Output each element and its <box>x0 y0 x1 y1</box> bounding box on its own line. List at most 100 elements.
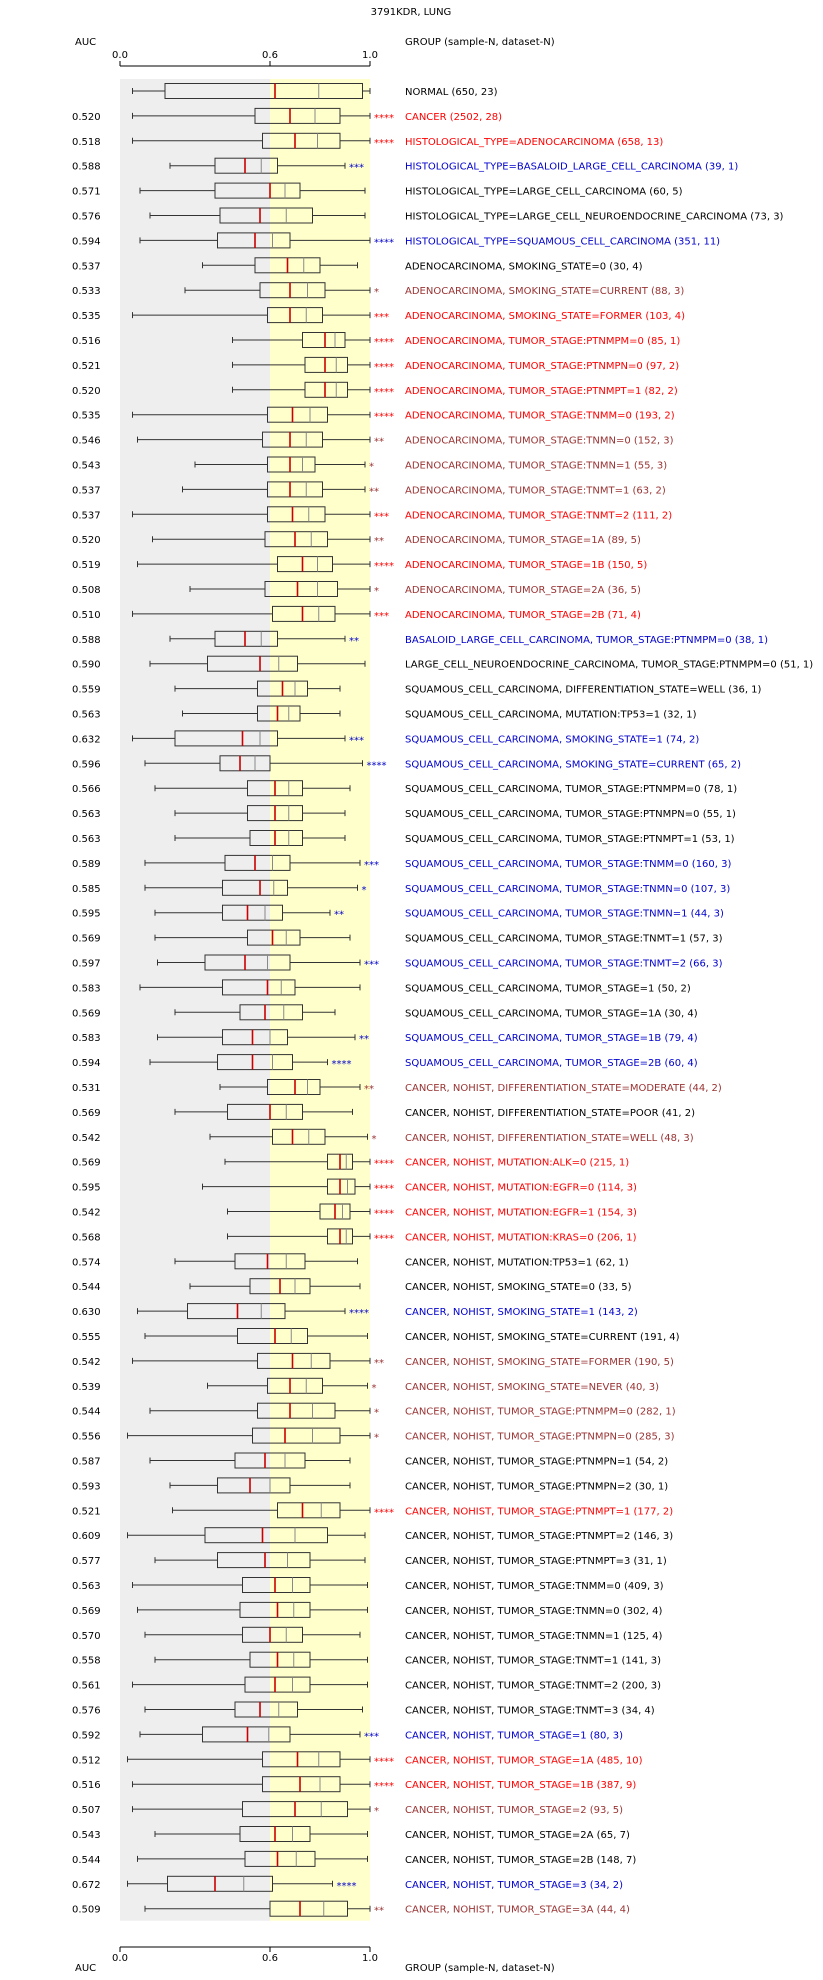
group-label: HISTOLOGICAL_TYPE=BASALOID_LARGE_CELL_CA… <box>405 162 738 173</box>
group-label: CANCER, NOHIST, DIFFERENTIATION_STATE=PO… <box>405 1108 695 1119</box>
iqr-box <box>304 356 348 373</box>
significance-stars: **** <box>374 237 394 248</box>
boxplot-row: 0.555 CANCER, NOHIST, SMOKING_STATE=CURRE… <box>72 1328 680 1344</box>
iqr-box <box>252 1427 341 1444</box>
group-label: CANCER, NOHIST, TUMOR_STAGE:PTNMPT=2 (14… <box>405 1531 673 1542</box>
group-label: CANCER, NOHIST, TUMOR_STAGE=2 (93, 5) <box>405 1805 623 1816</box>
significance-stars: * <box>374 586 379 597</box>
significance-stars: **** <box>374 1233 394 1244</box>
iqr-box <box>267 406 328 423</box>
boxplot-row: 0.576 HISTOLOGICAL_TYPE=LARGE_CELL_NEUROE… <box>72 207 784 224</box>
auc-value: 0.537 <box>72 485 101 496</box>
significance-stars: ** <box>359 1034 369 1045</box>
iqr-box <box>257 1352 331 1369</box>
group-label: CANCER, NOHIST, SMOKING_STATE=1 (143, 2) <box>405 1307 638 1318</box>
iqr-box <box>207 655 298 672</box>
group-label: ADENOCARCINOMA, TUMOR_STAGE:TNMN=0 (152,… <box>405 436 674 447</box>
significance-stars: **** <box>374 113 394 124</box>
boxplot-row: 0.542 ** CANCER, NOHIST, SMOKING_STATE=FOR… <box>72 1352 674 1369</box>
iqr-box <box>202 1726 291 1743</box>
iqr-box <box>217 1054 293 1071</box>
iqr-box <box>267 307 323 324</box>
significance-stars: *** <box>349 735 364 746</box>
boxplot-row: 0.569 CANCER, NOHIST, DIFFERENTIATION_STA… <box>72 1103 695 1120</box>
group-label: CANCER, NOHIST, MUTATION:EGFR=1 (154, 3) <box>405 1208 637 1219</box>
group-label: CANCER, NOHIST, MUTATION:EGFR=0 (114, 3) <box>405 1183 637 1194</box>
auc-value: 0.609 <box>72 1531 101 1542</box>
group-label: CANCER, NOHIST, TUMOR_STAGE:PTNMPN=2 (30… <box>405 1481 668 1492</box>
group-label: ADENOCARCINOMA, TUMOR_STAGE=2B (71, 4) <box>405 610 641 621</box>
boxplot-row: 0.563 SQUAMOUS_CELL_CARCINOMA, TUMOR_STAG… <box>72 805 736 822</box>
group-label: CANCER, NOHIST, TUMOR_STAGE=2B (148, 7) <box>405 1855 636 1866</box>
significance-stars: *** <box>374 312 389 323</box>
auc-value: 0.539 <box>72 1382 101 1393</box>
auc-value: 0.583 <box>72 1033 101 1044</box>
significance-stars: **** <box>374 561 394 572</box>
group-label: SQUAMOUS_CELL_CARCINOMA, TUMOR_STAGE:TNM… <box>405 884 730 895</box>
auc-value: 0.630 <box>72 1307 101 1318</box>
group-label: CANCER, NOHIST, TUMOR_STAGE:PTNMPT=3 (31… <box>405 1556 667 1567</box>
auc-value: 0.577 <box>72 1556 101 1567</box>
iqr-box <box>304 381 348 398</box>
auc-value: 0.531 <box>72 1083 101 1094</box>
group-label: CANCER, NOHIST, TUMOR_STAGE:PTNMPN=1 (54… <box>405 1457 668 1468</box>
significance-stars: * <box>372 1134 377 1145</box>
boxplot-row: 0.519 **** ADENOCARCINOMA, TUMOR_STAGE=1B … <box>72 556 647 573</box>
auc-value: 0.566 <box>72 784 101 795</box>
iqr-box <box>244 1676 311 1693</box>
significance-stars: **** <box>374 362 394 373</box>
boxplot-row: 0.559 SQUAMOUS_CELL_CARCINOMA, DIFFERENTI… <box>72 680 762 697</box>
boxplot-row: 0.563 CANCER, NOHIST, TUMOR_STAGE:TNMM=0 … <box>72 1577 664 1593</box>
significance-stars: **** <box>374 412 394 423</box>
auc-value: 0.590 <box>72 660 101 671</box>
auc-value: 0.589 <box>72 859 101 870</box>
boxplot-row: NORMAL (650, 23) <box>132 83 498 99</box>
iqr-box <box>269 1900 348 1917</box>
boxplot-row: 0.544 CANCER, NOHIST, SMOKING_STATE=0 (33… <box>72 1278 632 1295</box>
boxplot-row: 0.593 CANCER, NOHIST, TUMOR_STAGE:PTNMPN=… <box>72 1477 668 1494</box>
auc-value: 0.546 <box>72 436 101 447</box>
iqr-box <box>187 1303 286 1320</box>
auc-value: 0.583 <box>72 983 101 994</box>
auc-value: 0.563 <box>72 834 101 845</box>
group-label: CANCER, NOHIST, TUMOR_STAGE=1B (387, 9) <box>405 1780 636 1791</box>
boxplot-row: 0.568 **** CANCER, NOHIST, MUTATION:KRAS=0… <box>72 1228 637 1245</box>
group-label: CANCER, NOHIST, MUTATION:ALK=0 (215, 1) <box>405 1158 629 1169</box>
boxplot-row: 0.609 CANCER, NOHIST, TUMOR_STAGE:PTNMPT=… <box>72 1527 673 1544</box>
boxplot-row: 0.520 **** CANCER (2502, 28) <box>72 107 502 124</box>
auc-value: 0.597 <box>72 959 101 970</box>
group-label: SQUAMOUS_CELL_CARCINOMA, TUMOR_STAGE:TNM… <box>405 934 723 945</box>
iqr-box <box>222 1029 288 1046</box>
auc-value: 0.594 <box>72 236 101 247</box>
auc-value: 0.521 <box>72 361 101 372</box>
iqr-box <box>267 1079 321 1095</box>
auc-value: 0.563 <box>72 710 101 721</box>
auc-value: 0.585 <box>72 884 101 895</box>
auc-value: 0.576 <box>72 212 101 223</box>
iqr-box <box>257 1402 336 1419</box>
significance-stars: **** <box>374 1209 394 1220</box>
auc-value: 0.632 <box>72 734 101 745</box>
significance-stars: * <box>374 1408 379 1419</box>
auc-value: 0.544 <box>72 1855 101 1866</box>
auc-value: 0.543 <box>72 461 101 472</box>
group-label: ADENOCARCINOMA, TUMOR_STAGE=1B (150, 5) <box>405 560 647 571</box>
iqr-box <box>257 705 301 722</box>
group-label: CANCER, NOHIST, TUMOR_STAGE:TNMN=0 (302,… <box>405 1606 663 1617</box>
boxplot-row: 0.589 *** SQUAMOUS_CELL_CARCINOMA, TUMOR_S… <box>72 854 732 871</box>
group-label: CANCER, NOHIST, TUMOR_STAGE:TNMM=0 (409,… <box>405 1581 664 1592</box>
background-bands <box>120 79 370 1921</box>
iqr-box <box>234 1253 306 1270</box>
boxplot-row: 0.595 ** SQUAMOUS_CELL_CARCINOMA, TUMOR_ST… <box>72 904 724 921</box>
significance-stars: * <box>374 287 379 298</box>
auc-value: 0.569 <box>72 1008 101 1019</box>
auc-value: 0.520 <box>72 386 101 397</box>
auc-value: 0.559 <box>72 685 101 696</box>
group-label: CANCER, NOHIST, TUMOR_STAGE=1 (80, 3) <box>405 1730 623 1741</box>
group-label: CANCER, NOHIST, TUMOR_STAGE:PTNMPN=0 (28… <box>405 1432 675 1443</box>
auc-value: 0.588 <box>72 162 101 173</box>
iqr-box <box>239 1601 311 1618</box>
boxplot-row: 0.537 ** ADENOCARCINOMA, TUMOR_STAGE:TNMT=… <box>72 481 666 498</box>
auc-value: 0.569 <box>72 1108 101 1119</box>
